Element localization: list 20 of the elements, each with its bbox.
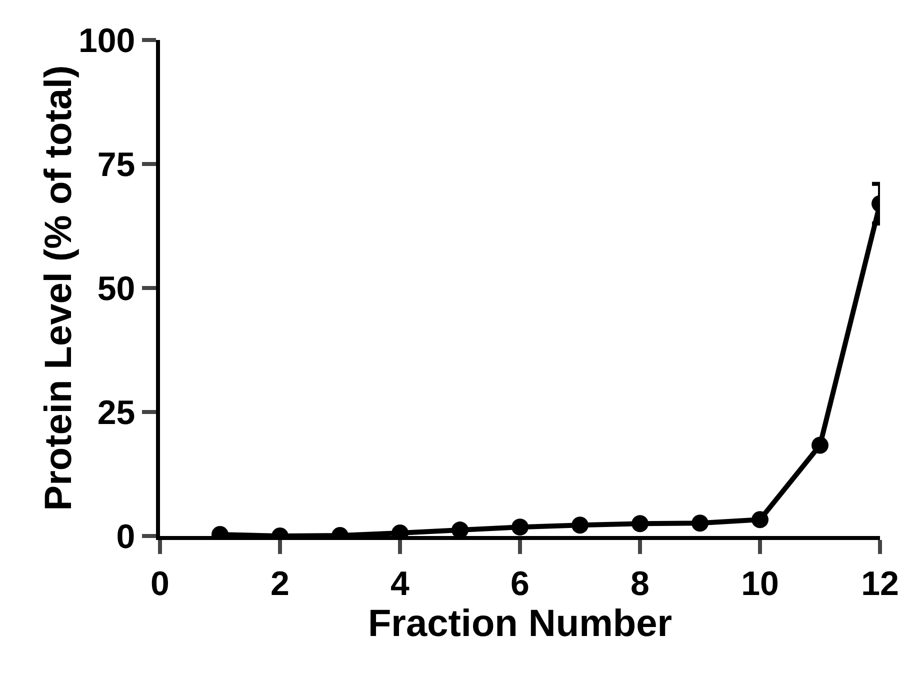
point <box>632 515 648 532</box>
x-tick-label: 10 <box>741 564 779 603</box>
y-tick-label: 75 <box>97 146 136 184</box>
y-tick-label: 100 <box>78 22 136 60</box>
y-tick-label: 25 <box>97 394 136 432</box>
x-axis-title: Fraction Number <box>368 602 672 645</box>
point <box>692 514 708 532</box>
x-tick-label: 6 <box>510 564 530 603</box>
y-axis-title: Protein Level (% of total) <box>38 65 80 511</box>
x-tick-label: 8 <box>630 564 650 603</box>
y-tick-label: 50 <box>97 270 136 308</box>
point <box>512 518 528 536</box>
x-tick-label: 12 <box>861 564 899 603</box>
point <box>752 511 768 528</box>
x-tick-label: 2 <box>270 564 290 603</box>
y-tick-label: 0 <box>116 518 136 556</box>
point <box>812 436 828 454</box>
point <box>572 516 588 534</box>
x-tick-label: 4 <box>390 564 410 603</box>
x-tick-label: 0 <box>150 564 170 603</box>
